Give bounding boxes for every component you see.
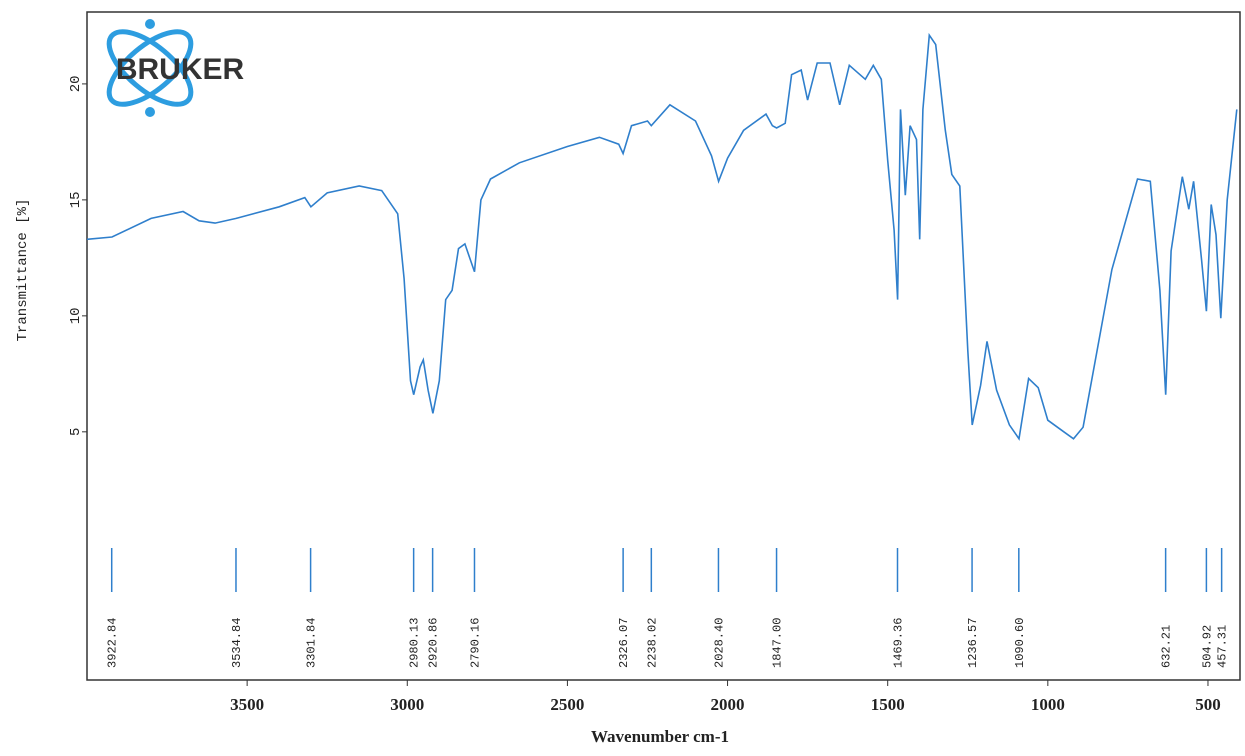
peak-label: 2920.86 bbox=[427, 618, 441, 668]
x-axis-label: Wavenumber cm-1 bbox=[591, 727, 729, 746]
x-tick-label: 1000 bbox=[1031, 695, 1065, 714]
peak-label: 1847.00 bbox=[771, 618, 785, 668]
peak-label: 632.21 bbox=[1160, 625, 1174, 668]
y-tick-label: 20 bbox=[68, 75, 84, 92]
peak-label: 3534.84 bbox=[230, 618, 244, 668]
y-tick-label: 10 bbox=[68, 307, 84, 324]
peak-label: 2238.02 bbox=[645, 618, 659, 668]
peak-label: 1236.57 bbox=[966, 618, 980, 668]
peak-label: 2980.13 bbox=[408, 618, 422, 668]
y-tick-label: 15 bbox=[68, 191, 84, 208]
y-axis-label: Transmittance [%] bbox=[15, 199, 31, 342]
x-tick-label: 3500 bbox=[230, 695, 264, 714]
peak-label: 1090.60 bbox=[1013, 618, 1027, 668]
x-tick-label: 3000 bbox=[390, 695, 424, 714]
logo-text: BRUKER bbox=[116, 53, 245, 86]
peak-label: 2790.16 bbox=[468, 618, 482, 668]
logo-orbit bbox=[106, 29, 194, 107]
x-tick-label: 2500 bbox=[550, 695, 584, 714]
peak-label: 504.92 bbox=[1200, 625, 1214, 668]
spectrum-line bbox=[86, 32, 1238, 441]
x-tick-label: 1500 bbox=[871, 695, 905, 714]
logo-dot bbox=[145, 19, 155, 29]
plot-frame bbox=[86, 11, 1241, 681]
peak-label: 3301.84 bbox=[305, 618, 319, 668]
y-tick-label: 5 bbox=[68, 428, 84, 436]
logo-dot bbox=[145, 107, 155, 117]
logo: BRUKER bbox=[106, 19, 245, 117]
peak-label: 1469.36 bbox=[892, 618, 906, 668]
x-tick-label: 2000 bbox=[711, 695, 745, 714]
x-tick-label: 500 bbox=[1195, 695, 1221, 714]
peak-label: 3922.84 bbox=[106, 618, 120, 668]
peak-label: 457.31 bbox=[1216, 625, 1230, 668]
peak-label: 2028.40 bbox=[712, 618, 726, 668]
peak-label: 2326.07 bbox=[617, 618, 631, 668]
logo-orbit bbox=[106, 29, 194, 107]
